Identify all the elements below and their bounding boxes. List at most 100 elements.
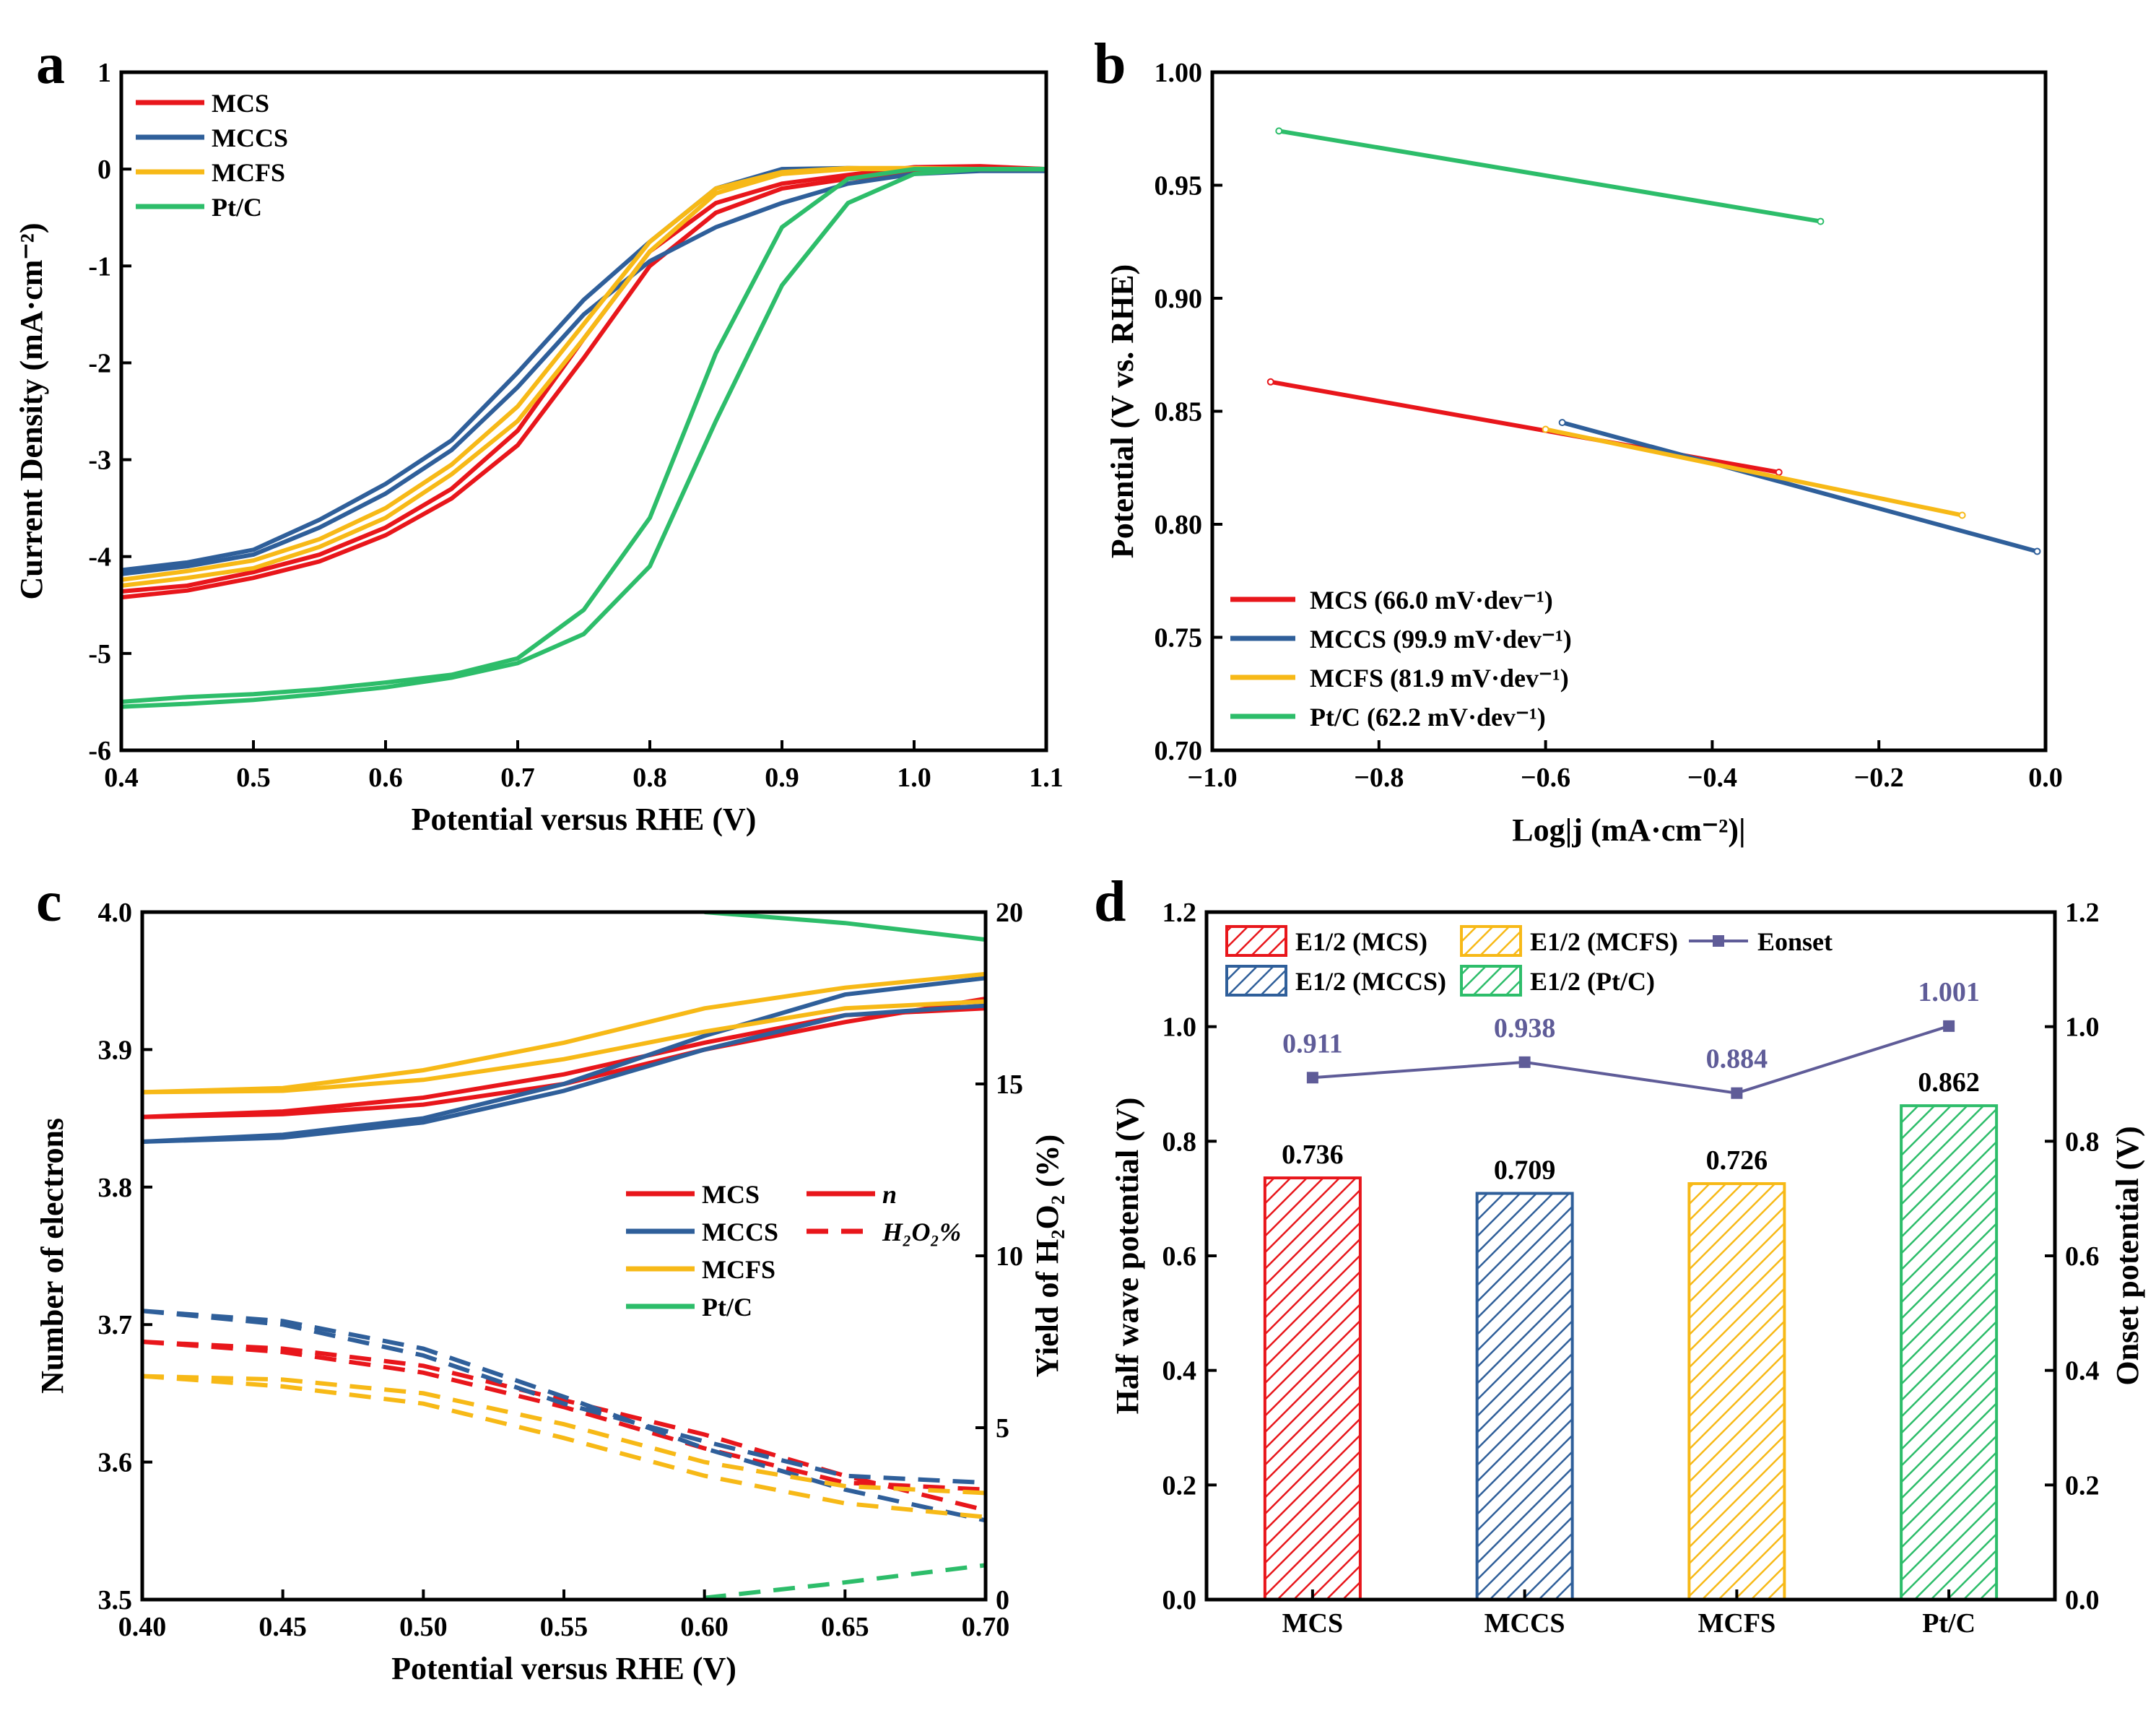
series-line-PtC <box>1278 129 1821 224</box>
category-label: Pt/C <box>1922 1608 1975 1639</box>
y-tick-label: 0.6 <box>1162 1241 1197 1272</box>
y2-tick-label: 5 <box>996 1413 1009 1444</box>
legend-label: MCFS <box>212 158 285 187</box>
y-tick-label: 0.2 <box>1162 1470 1197 1501</box>
legend-label: Pt/C <box>702 1293 752 1322</box>
y2-tick-label: 1.0 <box>2065 1012 2100 1043</box>
onset-value-label: 0.911 <box>1282 1028 1342 1059</box>
series-line-PtC <box>121 167 1046 709</box>
y-tick-label: 0.95 <box>1155 171 1203 201</box>
legend-label: MCS (66.0 mV·dev⁻¹) <box>1310 586 1553 615</box>
x-axis-label: Potential versus RHE (V) <box>412 802 757 837</box>
series-line-MCCS <box>121 168 1046 576</box>
plot-area <box>142 912 986 1600</box>
y-tick-label: 0.4 <box>1162 1356 1197 1387</box>
x-axis-label: Potential versus RHE (V) <box>391 1651 736 1686</box>
panel-a: a 0.4 0.5 0.6 0.7 0.8 0.9 1.0 1.1 -6 -5 -4 -3 -2 -1 0 1 P… <box>14 32 1064 837</box>
plot-area <box>121 164 1046 709</box>
data-point <box>1958 511 1966 519</box>
y-tick-label: -1 <box>88 251 111 282</box>
onset-marker <box>1518 1056 1531 1068</box>
y2-tick-label: 0.0 <box>2065 1585 2100 1615</box>
legend-swatch <box>1460 965 1522 997</box>
onset-marker <box>1731 1087 1743 1099</box>
y-axis-label: Number of electrons <box>35 1118 70 1394</box>
y-tick-label: 0.70 <box>1155 736 1203 766</box>
x-tick-label: 0.65 <box>821 1612 869 1642</box>
x-tick-label: −0.4 <box>1687 763 1737 793</box>
y2-tick-label: 0.6 <box>2065 1241 2100 1272</box>
y-tick-label: 0 <box>97 155 111 185</box>
y-tick-label: 0.75 <box>1155 623 1203 654</box>
legend-item: E1/2 (MCS) <box>1225 925 1427 957</box>
legend-label: MCFS <box>702 1255 775 1284</box>
y-tick-label: 3.8 <box>98 1173 133 1203</box>
n-line-return-MCS <box>142 1006 986 1119</box>
legend-swatch <box>1460 925 1522 957</box>
bar-value-label: 0.726 <box>1706 1145 1768 1176</box>
x-tick-label: 1.1 <box>1029 763 1064 793</box>
series-line-return-PtC <box>121 167 1046 704</box>
legend-item: MCS <box>136 89 269 118</box>
legend-item: E1/2 (MCFS) <box>1460 925 1678 957</box>
x-tick-label: 0.4 <box>104 763 139 793</box>
series-line-return-MCFS <box>121 165 1046 582</box>
y2-tick-label: 1.2 <box>2065 898 2100 928</box>
legend-label: E1/2 (MCCS) <box>1295 967 1446 996</box>
legend-item: Pt/C <box>136 193 262 222</box>
y-axis-label: Potential (V vs. RHE) <box>1105 264 1140 558</box>
legend-label: E1/2 (MCS) <box>1295 927 1427 956</box>
onset-value-label: 0.938 <box>1494 1013 1556 1044</box>
y-tick-label: 0.85 <box>1155 397 1203 428</box>
series-line-return-MCCS <box>121 165 1046 573</box>
plot-area <box>1266 127 2041 555</box>
legend-label: E1/2 (Pt/C) <box>1530 967 1655 996</box>
legend-item: MCCS <box>626 1218 778 1246</box>
legend-item: Pt/C (62.2 mV·dev⁻¹) <box>1230 703 1546 732</box>
h2o2-line-return-MCS <box>142 1340 986 1492</box>
x-tick-label: 0.6 <box>368 763 403 793</box>
panel-label: c <box>36 870 62 934</box>
data-point <box>2033 547 2041 555</box>
data-point <box>1275 127 1283 135</box>
h2o2-line-PtC <box>704 1563 986 1600</box>
legend-label: Pt/C (62.2 mV·dev⁻¹) <box>1310 703 1546 732</box>
y2-tick-label: 0.8 <box>2065 1127 2100 1157</box>
y-tick-label: -6 <box>88 736 111 766</box>
legend-item: MCFS <box>626 1255 775 1284</box>
bar-PtC <box>1900 1104 1999 1600</box>
panel-label: d <box>1094 870 1126 934</box>
y-axis-label: Half wave potential (V) <box>1110 1098 1145 1415</box>
bar-MCS <box>1263 1176 1362 1600</box>
x-tick-label: −0.8 <box>1354 763 1404 793</box>
data-point <box>1542 425 1549 433</box>
panel-label: a <box>36 32 65 96</box>
data-point <box>1266 378 1274 386</box>
legend-item-style: H₂O₂% <box>807 1218 961 1246</box>
bar-value-label: 0.736 <box>1282 1140 1344 1170</box>
legend-item: MCCS <box>136 123 288 152</box>
x-tick-label: 0.55 <box>540 1612 588 1642</box>
category-label: MCCS <box>1485 1608 1565 1639</box>
y2-tick-label: 15 <box>996 1070 1023 1100</box>
legend-label: MCS <box>212 89 269 118</box>
y-tick-label: 1 <box>97 58 111 88</box>
plot-frame <box>1204 910 2057 1602</box>
y-tick-label: 1.0 <box>1162 1012 1197 1043</box>
bar-MCCS <box>1475 1192 1574 1600</box>
x-tick-label: −1.0 <box>1187 763 1237 793</box>
category-label: MCFS <box>1698 1608 1776 1639</box>
legend-label: Eonset <box>1757 927 1833 956</box>
y2-tick-label: 0 <box>996 1585 1009 1615</box>
panel-label: b <box>1094 32 1126 96</box>
legend-label: H₂O₂% <box>882 1218 961 1246</box>
x-tick-label: 0.9 <box>765 763 799 793</box>
y-tick-label: -4 <box>88 542 111 573</box>
y2-tick-label: 0.2 <box>2065 1470 2100 1501</box>
legend-label: Pt/C <box>212 193 262 222</box>
series-line-return-MCS <box>121 164 1046 594</box>
y2-tick-label: 20 <box>996 898 1023 928</box>
y2-tick-label: 0.4 <box>2065 1356 2100 1387</box>
h2o2-line-MCFS <box>142 1374 986 1519</box>
plot-frame <box>119 70 1048 752</box>
